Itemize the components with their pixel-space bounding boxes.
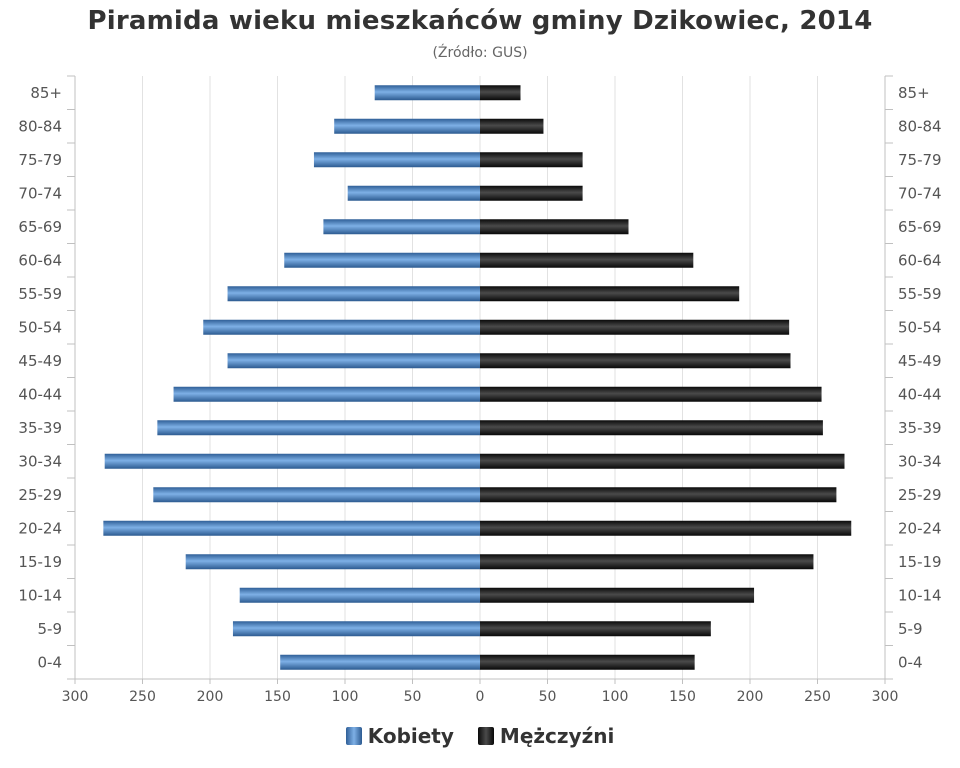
y-category-label-left: 20-24	[18, 519, 62, 537]
y-category-label-right: 45-49	[898, 352, 942, 370]
bar-kobiety	[173, 386, 481, 402]
y-category-label-left: 85+	[30, 84, 62, 102]
bar-kobiety	[227, 286, 480, 302]
bar-mezczyzni	[480, 453, 845, 469]
y-category-label-left: 45-49	[18, 352, 62, 370]
y-category-label-right: 70-74	[898, 184, 942, 202]
y-category-label-right: 55-59	[898, 285, 942, 303]
y-category-label-left: 10-14	[18, 586, 62, 604]
bar-kobiety	[157, 420, 480, 436]
bar-kobiety	[323, 219, 480, 235]
bar-kobiety	[239, 587, 480, 603]
bar-kobiety	[284, 252, 480, 268]
bar-mezczyzni	[480, 85, 521, 101]
bar-kobiety	[103, 520, 480, 536]
legend-item-mezczyzni[interactable]: Mężczyźni	[477, 724, 615, 748]
x-tick-label: 0	[476, 689, 485, 705]
bar-kobiety	[104, 453, 480, 469]
bar-mezczyzni	[480, 252, 694, 268]
y-category-label-right: 85+	[898, 84, 930, 102]
y-category-label-left: 60-64	[18, 251, 62, 269]
y-category-label-right: 25-29	[898, 486, 942, 504]
bar-kobiety	[313, 152, 480, 168]
bar-kobiety	[347, 185, 480, 201]
x-tick-label: 50	[404, 689, 422, 705]
x-tick-label: 150	[264, 689, 291, 705]
x-tick-label: 200	[737, 689, 764, 705]
bar-mezczyzni	[480, 353, 791, 369]
x-tick-label: 250	[129, 689, 156, 705]
y-category-label-right: 60-64	[898, 251, 942, 269]
y-category-label-right: 10-14	[898, 586, 942, 604]
y-category-label-left: 80-84	[18, 117, 62, 135]
y-category-label-left: 65-69	[18, 218, 62, 236]
x-tick-label: 100	[332, 689, 359, 705]
bar-mezczyzni	[480, 587, 755, 603]
bar-kobiety	[203, 319, 480, 335]
x-tick-label: 50	[539, 689, 557, 705]
y-category-label-left: 5-9	[38, 620, 63, 638]
y-category-label-left: 30-34	[18, 452, 62, 470]
bar-mezczyzni	[480, 621, 711, 637]
bar-mezczyzni	[480, 319, 790, 335]
y-category-label-left: 50-54	[18, 318, 62, 336]
bar-mezczyzni	[480, 420, 823, 436]
y-category-label-right: 5-9	[898, 620, 923, 638]
y-category-label-left: 55-59	[18, 285, 62, 303]
bar-kobiety	[232, 621, 480, 637]
legend: Kobiety Mężczyźni	[0, 724, 960, 748]
bar-mezczyzni	[480, 654, 695, 670]
y-category-label-left: 70-74	[18, 184, 62, 202]
bar-mezczyzni	[480, 118, 544, 134]
y-category-label-right: 35-39	[898, 419, 942, 437]
y-category-label-left: 40-44	[18, 385, 62, 403]
y-category-label-right: 20-24	[898, 519, 942, 537]
y-category-label-right: 30-34	[898, 452, 942, 470]
y-category-label-left: 75-79	[18, 151, 62, 169]
bar-kobiety	[153, 487, 481, 503]
bar-kobiety	[185, 554, 480, 570]
y-category-label-left: 25-29	[18, 486, 62, 504]
y-category-label-right: 15-19	[898, 553, 942, 571]
bar-mezczyzni	[480, 185, 583, 201]
bar-mezczyzni	[480, 152, 583, 168]
y-category-label-left: 15-19	[18, 553, 62, 571]
chart-title: Piramida wieku mieszkańców gminy Dzikowi…	[87, 6, 873, 36]
bar-mezczyzni	[480, 386, 822, 402]
x-tick-label: 300	[62, 689, 89, 705]
bar-kobiety	[280, 654, 480, 670]
legend-label-kobiety: Kobiety	[367, 724, 454, 748]
legend-swatch-mezczyzni	[477, 727, 494, 745]
bar-mezczyzni	[480, 487, 837, 503]
y-category-label-right: 75-79	[898, 151, 942, 169]
chart-subtitle: (Źródło: GUS)	[432, 45, 528, 61]
bar-kobiety	[227, 353, 480, 369]
y-category-label-right: 65-69	[898, 218, 942, 236]
y-category-label-right: 0-4	[898, 653, 923, 671]
legend-label-mezczyzni: Mężczyźni	[499, 724, 615, 748]
y-category-label-right: 80-84	[898, 117, 942, 135]
x-tick-label: 100	[602, 689, 629, 705]
y-category-label-left: 35-39	[18, 419, 62, 437]
x-tick-label: 300	[872, 689, 899, 705]
bar-mezczyzni	[480, 286, 740, 302]
x-tick-label: 200	[197, 689, 224, 705]
legend-swatch-kobiety	[345, 727, 362, 745]
y-category-label-right: 50-54	[898, 318, 942, 336]
x-tick-label: 250	[804, 689, 831, 705]
bar-mezczyzni	[480, 554, 814, 570]
y-category-label-left: 0-4	[38, 653, 63, 671]
bar-mezczyzni	[480, 520, 852, 536]
bar-mezczyzni	[480, 219, 629, 235]
bar-kobiety	[374, 85, 480, 101]
legend-item-kobiety[interactable]: Kobiety	[345, 724, 454, 748]
bar-kobiety	[334, 118, 480, 134]
y-category-label-right: 40-44	[898, 385, 942, 403]
x-tick-label: 150	[669, 689, 696, 705]
